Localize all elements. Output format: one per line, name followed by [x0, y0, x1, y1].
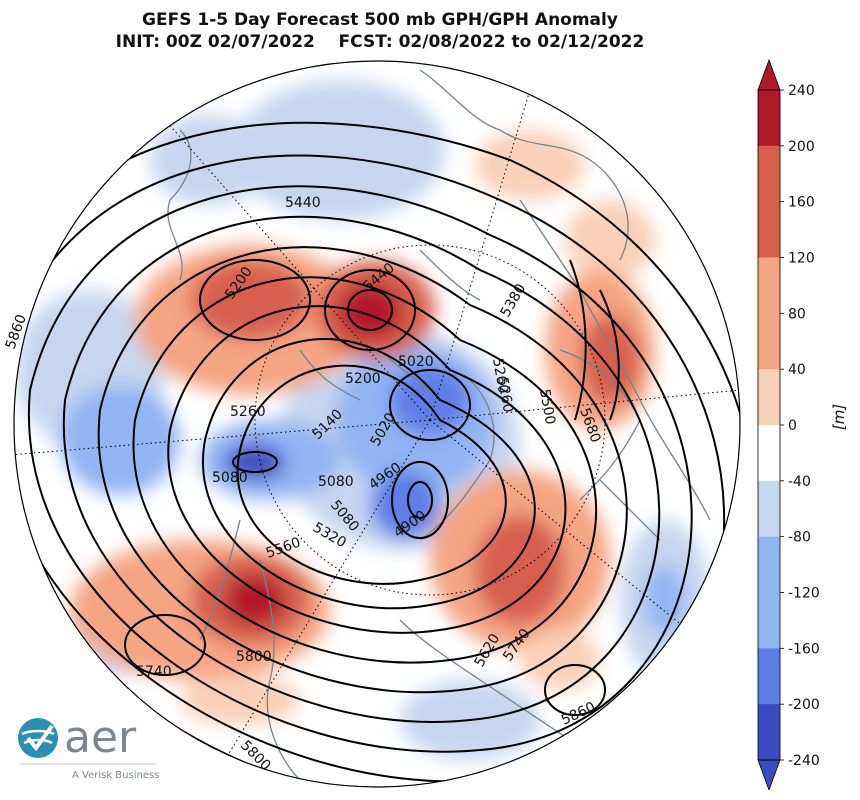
contour-label: 5080 [212, 470, 248, 486]
colorbar-band [758, 425, 780, 482]
colorbar-band [758, 201, 780, 258]
contour-label: 5260 [489, 357, 511, 395]
colorbar-band [758, 145, 780, 203]
contour-label: 5500 [536, 388, 558, 426]
logo-text: aer [64, 712, 137, 763]
aer-logo: aer [18, 712, 156, 765]
contour-label: 5260 [230, 404, 266, 420]
colorbar-band [758, 648, 780, 705]
height-contours [14, 121, 740, 787]
colorbar-tick-label: 120 [788, 251, 815, 267]
colorbar-tick-label: 200 [788, 139, 815, 155]
colorbar-band [758, 369, 780, 426]
colorbar-max-extend [757, 58, 781, 91]
colorbar-tick-label: -80 [788, 530, 811, 546]
colorbar-tick-label: -200 [788, 697, 820, 713]
colorbar-unit-label: [m] [830, 403, 849, 431]
colorbar-tick-label: -120 [788, 586, 820, 602]
colorbar-ticks: 240 200 160 120 80 40 0 -40 -80 -120 -160 -200 -240 [780, 83, 820, 769]
contour-label: 5440 [285, 195, 321, 211]
aer-check-globe-icon [18, 718, 58, 758]
chart-subtitle: INIT: 00Z 02/07/2022 FCST: 02/08/2022 to… [115, 32, 645, 52]
colorbar-tick-label: 40 [788, 362, 806, 378]
colorbar-band [758, 592, 780, 649]
colorbar-tick-label: -40 [788, 474, 811, 490]
colorbar-band [758, 536, 780, 593]
polar-map: 5440 5200 5440 5380 5860 5200 5260 5020 … [3, 60, 741, 788]
colorbar-tick-label: 80 [788, 306, 806, 322]
colorbar-bands [757, 58, 781, 790]
coastlines [167, 69, 711, 781]
colorbar-band [758, 257, 780, 314]
colorbar-min-extend [757, 759, 781, 790]
colorbar-band [758, 480, 780, 538]
colorbar-tick-label: 240 [788, 83, 815, 99]
colorbar-band [758, 313, 780, 370]
colorbar-band [758, 704, 780, 761]
colorbar-tick-label: -160 [788, 641, 820, 657]
contour-label: 5740 [136, 664, 172, 680]
contour-label: 5800 [236, 649, 272, 665]
colorbar-tick-label: 0 [788, 418, 797, 434]
chart-title: GEFS 1-5 Day Forecast 500 mb GPH/GPH Ano… [142, 10, 618, 30]
colorbar-tick-label: 160 [788, 195, 815, 211]
contour-label: 5080 [318, 474, 354, 490]
colorbar-tick-label: -240 [788, 753, 820, 769]
colorbar: 240 200 160 120 80 40 0 -40 -80 -120 -160 -200 -240 [757, 58, 820, 790]
contour-label: 5200 [345, 371, 381, 387]
contour-label: 5260 [494, 376, 516, 414]
colorbar-band [758, 90, 780, 147]
logo-tagline: A Verisk Business [72, 770, 160, 781]
anomaly-fill [14, 61, 740, 787]
contour-label: 5020 [398, 354, 434, 370]
map-boundary [13, 60, 741, 788]
